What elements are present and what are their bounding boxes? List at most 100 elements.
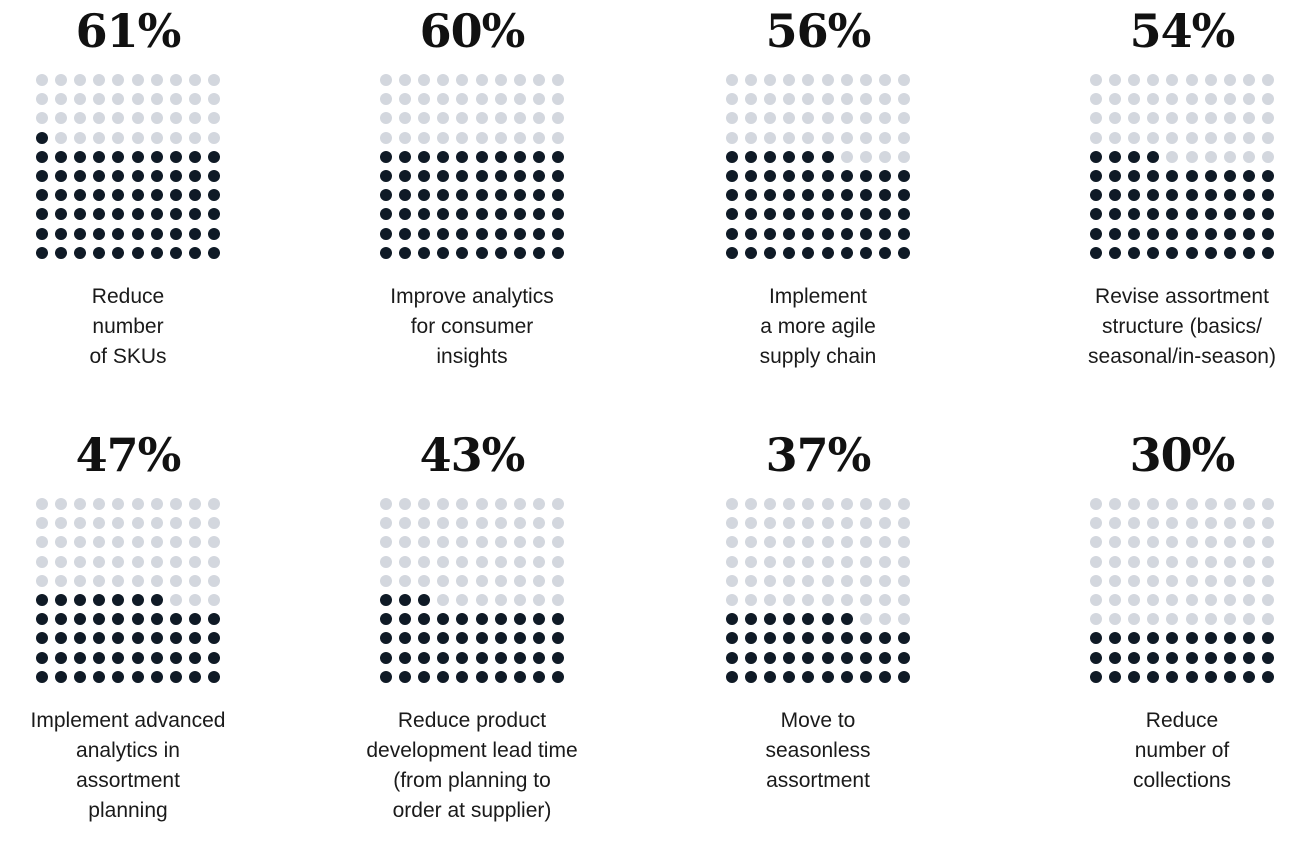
filled-dot xyxy=(1185,651,1198,664)
filled-dot xyxy=(379,632,392,645)
empty-dot xyxy=(1089,594,1102,606)
filled-dot xyxy=(1243,246,1256,259)
empty-dot xyxy=(1243,498,1256,510)
filled-dot xyxy=(744,170,757,182)
empty-dot xyxy=(1166,613,1179,626)
empty-dot xyxy=(494,74,507,86)
empty-dot xyxy=(533,594,546,606)
filled-dot xyxy=(437,670,450,683)
filled-dot xyxy=(475,189,488,202)
category-label-line: assortment xyxy=(766,769,870,792)
filled-dot xyxy=(533,189,546,202)
empty-dot xyxy=(456,74,469,86)
waffle-tile: 37% Move to seasonless assortment xyxy=(668,424,968,844)
category-label-line: Move to xyxy=(780,709,856,732)
filled-dot xyxy=(398,670,411,683)
filled-dot xyxy=(379,227,392,240)
filled-dot xyxy=(783,651,796,664)
filled-dot xyxy=(1089,150,1102,163)
category-label-line: number xyxy=(92,315,164,338)
filled-dot xyxy=(513,227,526,240)
category-label-line: a more agile xyxy=(760,315,876,338)
filled-dot xyxy=(1204,189,1217,202)
empty-dot xyxy=(494,131,507,144)
filled-dot xyxy=(169,613,182,626)
empty-dot xyxy=(131,574,144,587)
empty-dot xyxy=(456,574,469,587)
filled-dot xyxy=(131,632,144,645)
category-label: Move to seasonless assortment xyxy=(668,706,968,796)
empty-dot xyxy=(1204,93,1217,106)
filled-dot xyxy=(1262,208,1275,221)
filled-dot xyxy=(437,150,450,163)
empty-dot xyxy=(763,74,776,86)
filled-dot xyxy=(398,613,411,626)
filled-dot xyxy=(513,651,526,664)
empty-dot xyxy=(1204,112,1217,125)
filled-dot xyxy=(513,208,526,221)
empty-dot xyxy=(379,93,392,106)
empty-dot xyxy=(189,112,202,125)
empty-dot xyxy=(1185,517,1198,530)
filled-dot xyxy=(840,632,853,645)
empty-dot xyxy=(93,93,106,106)
empty-dot xyxy=(1185,93,1198,106)
filled-dot xyxy=(1262,170,1275,182)
empty-dot xyxy=(744,93,757,106)
empty-dot xyxy=(189,498,202,510)
category-label-line: planning xyxy=(88,799,168,822)
filled-dot xyxy=(35,246,48,259)
empty-dot xyxy=(1147,131,1160,144)
filled-dot xyxy=(859,651,872,664)
filled-dot xyxy=(494,632,507,645)
filled-dot xyxy=(150,651,163,664)
empty-dot xyxy=(112,93,125,106)
filled-dot xyxy=(189,227,202,240)
empty-dot xyxy=(725,498,738,510)
filled-dot xyxy=(379,594,392,606)
empty-dot xyxy=(208,498,221,510)
empty-dot xyxy=(840,112,853,125)
filled-dot xyxy=(859,189,872,202)
filled-dot xyxy=(417,208,430,221)
empty-dot xyxy=(859,93,872,106)
empty-dot xyxy=(879,574,892,587)
category-label-line: Reduce xyxy=(91,285,165,308)
empty-dot xyxy=(35,74,48,86)
filled-dot xyxy=(456,150,469,163)
empty-dot xyxy=(1204,74,1217,86)
empty-dot xyxy=(859,74,872,86)
filled-dot xyxy=(35,189,48,202)
empty-dot xyxy=(1262,112,1275,125)
filled-dot xyxy=(1243,208,1256,221)
filled-dot xyxy=(379,150,392,163)
category-label-line: Reduce product xyxy=(397,709,547,732)
filled-dot xyxy=(112,246,125,259)
filled-dot xyxy=(821,613,834,626)
empty-dot xyxy=(1262,93,1275,106)
filled-dot xyxy=(456,613,469,626)
filled-dot xyxy=(93,651,106,664)
filled-dot xyxy=(379,670,392,683)
filled-dot xyxy=(763,227,776,240)
empty-dot xyxy=(725,517,738,530)
empty-dot xyxy=(169,74,182,86)
category-label-line: number of xyxy=(1134,739,1230,762)
empty-dot xyxy=(437,74,450,86)
empty-dot xyxy=(494,93,507,106)
filled-dot xyxy=(898,189,911,202)
filled-dot xyxy=(1204,208,1217,221)
filled-dot xyxy=(150,613,163,626)
filled-dot xyxy=(1185,170,1198,182)
empty-dot xyxy=(35,574,48,587)
filled-dot xyxy=(879,246,892,259)
empty-dot xyxy=(1147,498,1160,510)
empty-dot xyxy=(552,555,565,568)
filled-dot xyxy=(725,246,738,259)
filled-dot xyxy=(208,170,221,182)
filled-dot xyxy=(437,613,450,626)
empty-dot xyxy=(1089,536,1102,549)
category-label-line: seasonless xyxy=(765,739,871,762)
filled-dot xyxy=(93,670,106,683)
filled-dot xyxy=(859,227,872,240)
